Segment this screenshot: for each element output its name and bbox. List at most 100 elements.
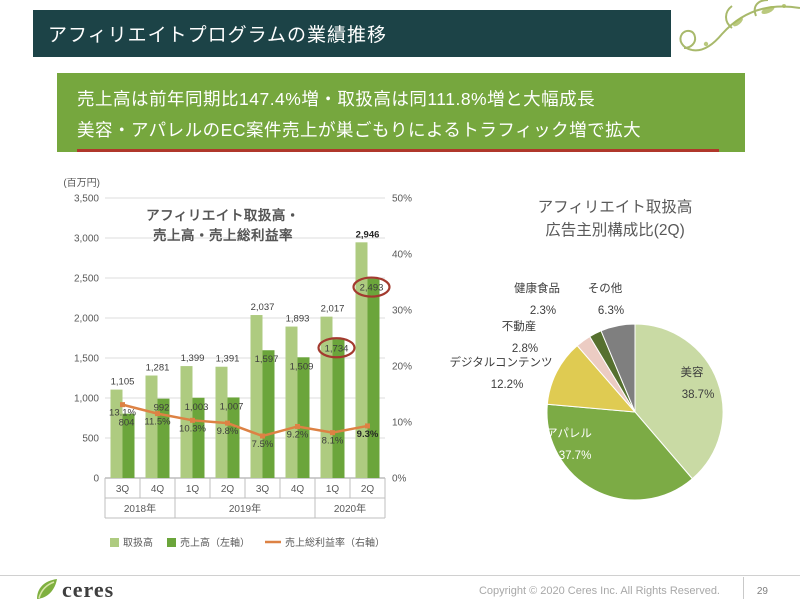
svg-text:500: 500 xyxy=(82,434,99,445)
svg-text:1,734: 1,734 xyxy=(325,343,349,354)
svg-text:美容: 美容 xyxy=(681,365,704,379)
handled-volume-bars xyxy=(110,242,368,478)
chart-legend: 取扱高 売上高（左軸） 売上総利益率（右軸） xyxy=(110,536,385,549)
svg-text:2.8%: 2.8% xyxy=(512,343,538,355)
svg-text:1Q: 1Q xyxy=(186,484,200,495)
svg-text:3,500: 3,500 xyxy=(74,194,99,205)
svg-text:1,893: 1,893 xyxy=(286,314,310,325)
svg-text:1,509: 1,509 xyxy=(290,361,314,372)
svg-text:2,493: 2,493 xyxy=(360,283,384,294)
svg-text:1,000: 1,000 xyxy=(74,394,99,405)
slide-title: アフィリエイトプログラムの業績推移 xyxy=(48,25,388,46)
svg-text:アフィリエイト取扱高・: アフィリエイト取扱高・ xyxy=(146,207,300,223)
svg-text:1,391: 1,391 xyxy=(216,354,240,365)
ceres-leaf-icon xyxy=(37,579,57,599)
copyright-text: Copyright © 2020 Ceres Inc. All Rights R… xyxy=(478,585,720,597)
svg-text:不動産: 不動産 xyxy=(502,319,537,333)
svg-text:売上高・売上総利益率: 売上高・売上総利益率 xyxy=(153,227,293,243)
svg-text:13.1%: 13.1% xyxy=(109,408,136,419)
bar-line-chart-svg: 0 500 1,000 1,500 2,000 2,500 3,000 3,500 0% 10% 2… xyxy=(63,177,412,549)
svg-text:38.7%: 38.7% xyxy=(682,389,715,401)
svg-text:20%: 20% xyxy=(392,362,412,373)
svg-text:3Q: 3Q xyxy=(116,484,130,495)
svg-text:4Q: 4Q xyxy=(151,484,165,495)
ceres-logo-text: ceres xyxy=(62,577,115,600)
key-message-box: 売上高は前年同期比147.4%増・取扱高は同111.8%増と大幅成長 美容・アパ… xyxy=(57,73,745,152)
key-message-line2-wrap: 美容・アパレルのEC案件売上が巣ごもりによるトラフィック増で拡大 xyxy=(77,115,745,152)
svg-text:健康食品: 健康食品 xyxy=(514,281,560,295)
bar-chart-title: アフィリエイト取扱高・ 売上高・売上総利益率 xyxy=(146,207,300,243)
pie-chart: 美容 38.7% アパレル 37.7% デジタルコンテンツ 12.2% 不動産 2.8% 健康食… xyxy=(430,244,800,511)
pie-slice-0 xyxy=(634,323,724,480)
page-number: 29 xyxy=(756,586,768,597)
svg-text:2020年: 2020年 xyxy=(334,502,366,515)
svg-text:9.8%: 9.8% xyxy=(217,426,239,437)
svg-text:売上高（左軸）: 売上高（左軸） xyxy=(180,536,250,549)
svg-text:1,500: 1,500 xyxy=(74,354,99,365)
svg-text:1Q: 1Q xyxy=(326,484,340,495)
pie-title-line2: 広告主別構成比(2Q) xyxy=(545,222,685,239)
svg-text:その他: その他 xyxy=(588,282,623,295)
svg-text:2018年: 2018年 xyxy=(124,502,156,515)
svg-text:2.3%: 2.3% xyxy=(530,305,556,317)
svg-text:2019年: 2019年 xyxy=(229,502,261,515)
svg-text:12.2%: 12.2% xyxy=(491,379,524,391)
pie-chart-svg: 美容 38.7% アパレル 37.7% デジタルコンテンツ 12.2% 不動産 2.8% 健康食… xyxy=(449,281,724,501)
pie-title-line1: アフィリエイト取扱高 xyxy=(537,199,693,216)
svg-text:1,007: 1,007 xyxy=(220,401,244,412)
key-message-line2: 美容・アパレルのEC案件売上が巣ごもりによるトラフィック増で拡大 xyxy=(77,115,720,152)
svg-text:(百万円): (百万円) xyxy=(63,178,100,189)
svg-text:4Q: 4Q xyxy=(291,484,305,495)
red-circle-annotations xyxy=(317,276,391,359)
svg-text:アパレル: アパレル xyxy=(546,427,592,440)
pie-slices xyxy=(546,323,724,501)
page-number-divider xyxy=(743,577,744,599)
svg-text:デジタルコンテンツ: デジタルコンテンツ xyxy=(449,355,552,369)
svg-text:2,500: 2,500 xyxy=(74,274,99,285)
svg-text:2,000: 2,000 xyxy=(74,314,99,325)
svg-text:1,105: 1,105 xyxy=(111,377,135,388)
svg-text:1,281: 1,281 xyxy=(146,363,170,374)
svg-text:2,037: 2,037 xyxy=(251,302,275,313)
svg-text:0%: 0% xyxy=(392,474,407,485)
svg-text:2Q: 2Q xyxy=(361,484,375,495)
svg-text:2,946: 2,946 xyxy=(356,229,380,240)
key-message-line1: 売上高は前年同期比147.4%増・取扱高は同111.8%増と大幅成長 xyxy=(77,89,596,109)
pie-labels: 美容 38.7% アパレル 37.7% デジタルコンテンツ 12.2% 不動産 2.8% 健康食… xyxy=(449,281,714,462)
svg-text:30%: 30% xyxy=(392,306,412,317)
net-sales-bars xyxy=(122,278,380,478)
svg-text:1,399: 1,399 xyxy=(181,353,205,364)
svg-text:2Q: 2Q xyxy=(221,484,235,495)
svg-text:10%: 10% xyxy=(392,418,412,429)
svg-text:0: 0 xyxy=(93,474,99,485)
ceres-logo: ceres xyxy=(35,578,114,600)
svg-text:804: 804 xyxy=(119,418,135,429)
svg-text:10.3%: 10.3% xyxy=(179,423,206,434)
svg-text:3,000: 3,000 xyxy=(74,234,99,245)
footer-divider xyxy=(0,575,800,576)
header-bar: アフィリエイトプログラムの業績推移 xyxy=(33,10,671,57)
pie-slice-2 xyxy=(546,344,637,413)
svg-text:40%: 40% xyxy=(392,250,412,261)
svg-text:2,017: 2,017 xyxy=(321,304,345,315)
svg-text:取扱高: 取扱高 xyxy=(123,536,153,549)
svg-text:37.7%: 37.7% xyxy=(559,450,592,462)
svg-text:3Q: 3Q xyxy=(256,484,270,495)
svg-text:1,003: 1,003 xyxy=(185,402,209,413)
x-axis-table: 3Q 4Q 1Q 2Q 3Q 4Q 1Q 2Q 2018年 2019年 2020年 xyxy=(104,478,386,519)
grid-and-axes: 0 500 1,000 1,500 2,000 2,500 3,000 3,500 0% 10% 2… xyxy=(63,177,412,485)
svg-text:6.3%: 6.3% xyxy=(598,305,624,317)
svg-text:7.5%: 7.5% xyxy=(252,439,274,450)
svg-text:8.1%: 8.1% xyxy=(322,436,344,447)
decorative-vine-icon xyxy=(679,0,800,52)
pie-chart-title: アフィリエイト取扱高 広告主別構成比(2Q) xyxy=(430,196,800,242)
pie-chart-panel: アフィリエイト取扱高 広告主別構成比(2Q) 美容 38.7% アパレル 37.7% デ… xyxy=(430,196,800,511)
bar-value-labels: 1,105 1,281 1,399 1,391 2,037 1,893 2,017 2,946… xyxy=(109,229,383,450)
svg-text:992: 992 xyxy=(154,403,170,414)
gross-profit-rate-line xyxy=(120,402,370,439)
pie-slice-1 xyxy=(546,403,694,501)
svg-text:9.2%: 9.2% xyxy=(287,429,309,440)
svg-text:50%: 50% xyxy=(392,194,412,205)
svg-text:11.5%: 11.5% xyxy=(144,417,171,428)
